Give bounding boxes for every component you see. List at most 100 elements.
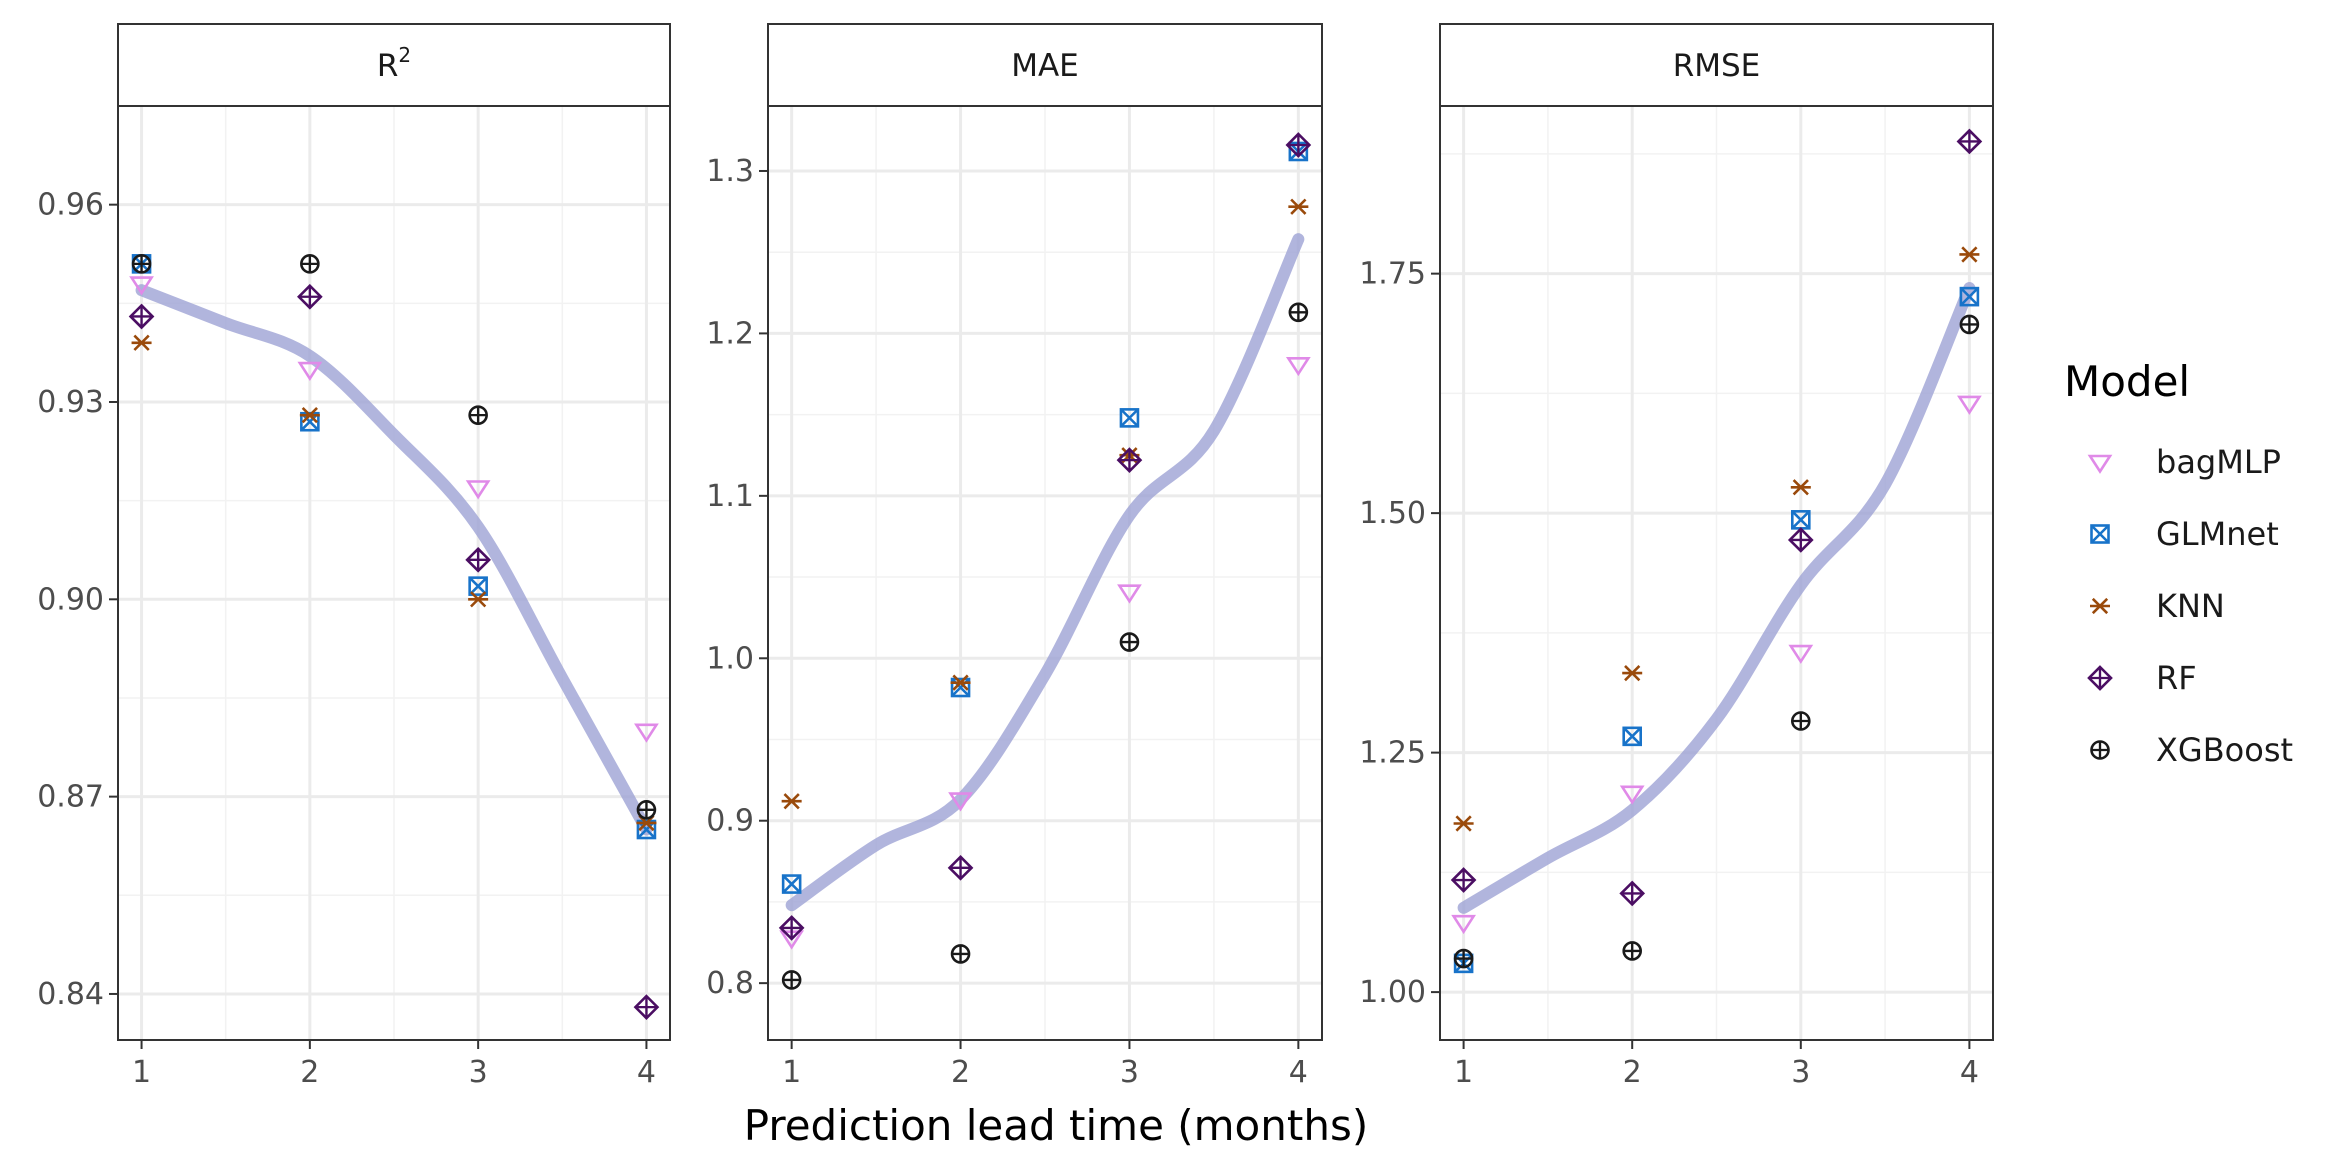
data-point-xgboost — [1288, 302, 1309, 323]
marker-diamond — [1450, 867, 1477, 893]
strip-label: MAE — [1011, 48, 1079, 84]
x-tick-label: 4 — [1289, 1055, 1308, 1090]
marker-triangle — [1117, 584, 1142, 604]
marker-cross — [1791, 510, 1811, 530]
data-point-rf — [1956, 128, 1983, 155]
data-point-knn — [131, 334, 152, 351]
data-point-bagmlp — [1451, 914, 1476, 935]
marker-cross — [1959, 287, 1979, 307]
y-tick-label: 0.93 — [37, 385, 104, 420]
data-point-rf — [778, 915, 805, 941]
data-point-bagmlp — [1619, 785, 1645, 805]
marker-triangle — [634, 723, 659, 743]
series-bagmlp — [129, 276, 659, 743]
strip-background — [1439, 23, 1994, 107]
legend-title: Model — [2064, 357, 2190, 406]
data-point-knn — [1622, 664, 1643, 682]
x-tick-label: 3 — [1791, 1055, 1810, 1090]
strip-background — [117, 23, 671, 107]
data-point-rf — [1285, 132, 1312, 158]
data-point-knn — [299, 407, 320, 424]
marker-triangle — [465, 480, 491, 500]
marker-asterisk — [1288, 198, 1309, 215]
marker-triangle — [1451, 914, 1476, 935]
marker-plus — [301, 255, 319, 273]
data-point-knn — [950, 674, 971, 691]
x-tick-label: 2 — [1623, 1055, 1642, 1090]
x-axis-title: Prediction lead time (months) — [744, 1101, 1368, 1150]
legend-label: bagMLP — [2156, 443, 2281, 481]
data-point-xgboost — [1453, 948, 1474, 969]
marker-plus — [1621, 882, 1644, 905]
data-point-bagmlp — [297, 361, 323, 381]
data-point-knn — [468, 591, 489, 608]
legend-label: XGBoost — [2156, 731, 2293, 769]
y-tick-label: 0.87 — [37, 780, 104, 815]
legend-key-glmnet — [2090, 524, 2110, 544]
x-tick-label: 4 — [637, 1055, 656, 1090]
marker-asterisk — [1453, 815, 1474, 832]
x-axis: 1 2 3 4 — [1454, 1040, 1979, 1090]
data-point-rf — [465, 547, 491, 573]
panel-1: R20.840.870.900.930.961 2 3 4 — [37, 23, 671, 1090]
data-point-xgboost — [1959, 314, 1980, 335]
data-point-bagmlp — [129, 276, 154, 296]
data-point-knn — [1959, 246, 1980, 263]
y-tick-label: 1.1 — [706, 479, 754, 514]
marker-plus — [1958, 130, 1981, 153]
legend-entry-rf: RF — [2087, 659, 2197, 697]
x-tick-label: 2 — [951, 1055, 970, 1090]
legend-entry-glmnet: GLMnet — [2090, 515, 2279, 553]
legend-entry-knn: KNN — [2090, 587, 2225, 625]
marker-asterisk — [781, 793, 802, 810]
data-points — [128, 254, 660, 1020]
data-point-xgboost — [131, 254, 152, 274]
marker-square — [636, 819, 657, 840]
series-xgboost — [1453, 314, 1980, 969]
marker-plus — [469, 406, 487, 424]
marker-triangle — [129, 276, 154, 296]
y-axis: 1.00 1.25 1.50 1.75 — [1359, 257, 1440, 1010]
y-tick-label: 0.96 — [37, 188, 104, 223]
marker-plus — [635, 996, 658, 1019]
marker-triangle — [297, 361, 323, 381]
x-tick-label: 3 — [469, 1055, 488, 1090]
data-point-rf — [1787, 527, 1814, 553]
trend-line — [135, 284, 653, 836]
strip-label-base: MAE — [1011, 48, 1079, 84]
marker-triangle — [1285, 356, 1311, 377]
marker-plus — [2089, 667, 2111, 689]
strip-background — [767, 23, 1323, 107]
data-point-rf — [128, 303, 155, 330]
data-point-glmnet — [781, 874, 802, 894]
y-tick-label: 1.50 — [1359, 496, 1426, 531]
data-point-xgboost — [1119, 632, 1140, 652]
data-point-bagmlp — [1788, 644, 1814, 664]
panel-2: MAE 0.8 0.9 1.0 1.1 1.2 1.3 1 2 3 4 — [706, 23, 1323, 1090]
marker-plus — [1623, 942, 1641, 960]
marker-plus — [1455, 950, 1473, 968]
series-xgboost — [781, 302, 1309, 990]
data-point-xgboost — [1622, 941, 1643, 961]
data-point-bagmlp — [1285, 356, 1311, 377]
legend-label: KNN — [2156, 587, 2225, 625]
marker-square — [950, 677, 971, 698]
data-point-rf — [297, 283, 323, 310]
data-point-bagmlp — [1957, 395, 1982, 415]
marker-plus — [1118, 449, 1141, 472]
x-tick-label: 1 — [1454, 1055, 1473, 1090]
legend-key-xgboost — [2090, 740, 2110, 760]
y-tick-label: 1.3 — [706, 154, 754, 189]
marker-cross — [782, 874, 802, 894]
legend-entry-bagmlp: bagMLP — [2087, 443, 2281, 481]
x-tick-label: 4 — [1960, 1055, 1979, 1090]
marker-asterisk — [131, 334, 152, 351]
marker-plus — [637, 801, 655, 819]
trend-line — [785, 233, 1305, 912]
marker-plus — [949, 856, 972, 879]
marker-plus — [780, 916, 803, 939]
series-xgboost — [131, 254, 657, 820]
marker-asterisk — [468, 591, 489, 608]
minor-grid — [768, 106, 1322, 1040]
